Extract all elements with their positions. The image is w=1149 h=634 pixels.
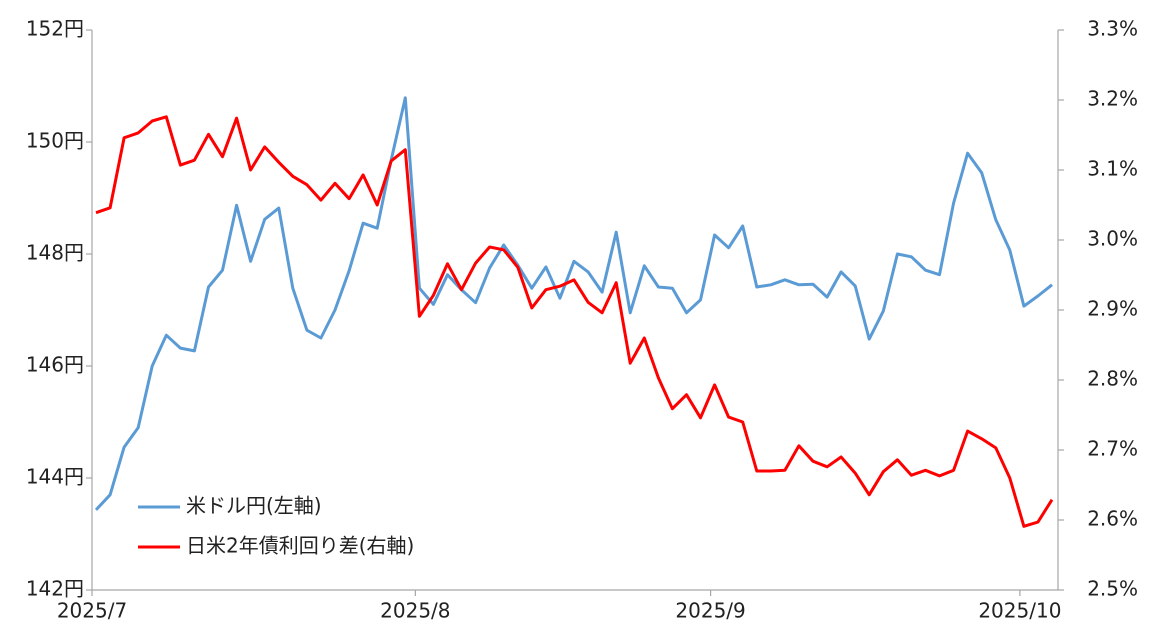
x-tick-label: 2025/9	[675, 599, 745, 623]
y2-tick-label: 3.1%	[1087, 157, 1138, 181]
series-line	[95, 115, 1054, 528]
y-tick-label: 152円	[26, 17, 84, 41]
y-tick-label: 148円	[26, 241, 84, 265]
legend-label: 米ドル円(左軸)	[186, 494, 322, 518]
y2-tick-label: 2.9%	[1087, 297, 1138, 321]
y2-tick-label: 3.3%	[1087, 17, 1138, 41]
x-tick-label: 2025/8	[380, 599, 450, 623]
y-tick-label: 146円	[26, 353, 84, 377]
x-tick-label: 2025/10	[978, 599, 1061, 623]
y2-tick-label: 2.5%	[1087, 577, 1138, 601]
legend-label: 日米2年債利回り差(右軸)	[186, 534, 414, 558]
y2-tick-label: 2.6%	[1087, 507, 1138, 531]
y2-tick-label: 2.8%	[1087, 367, 1138, 391]
series-line	[94, 96, 1053, 511]
y2-tick-label: 3.2%	[1087, 87, 1138, 111]
y-tick-label: 150円	[26, 129, 84, 153]
y2-tick-label: 2.7%	[1087, 437, 1138, 461]
y2-tick-label: 3.0%	[1087, 227, 1138, 251]
x-tick-label: 2025/7	[57, 599, 127, 623]
y-tick-label: 144円	[26, 465, 84, 489]
y-tick-label: 142円	[26, 577, 84, 601]
